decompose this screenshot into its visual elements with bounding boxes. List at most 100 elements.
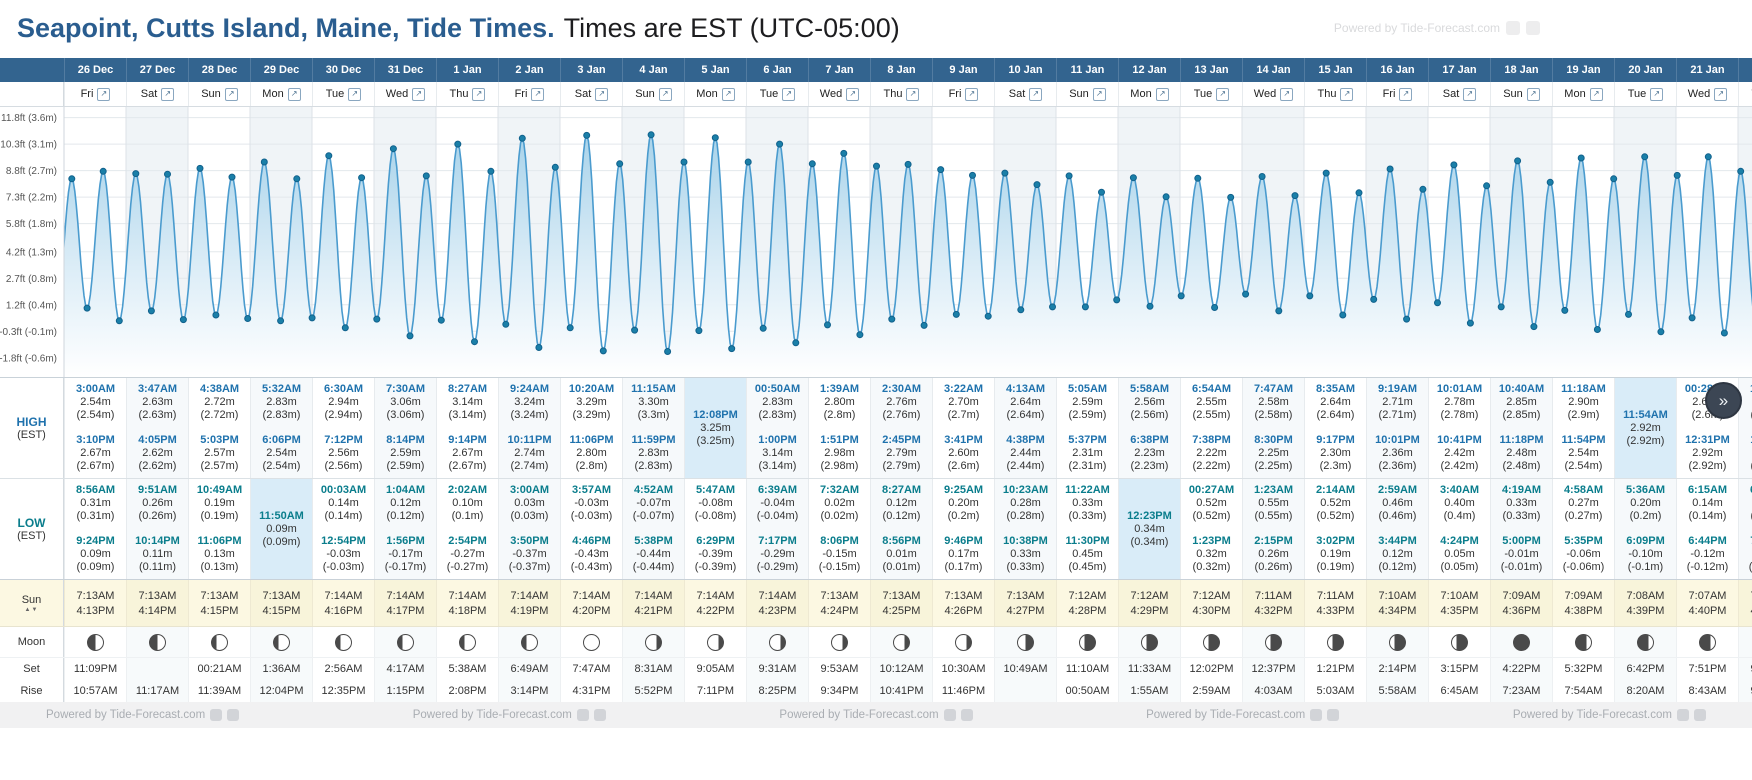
expand-day-button[interactable]: ↗ <box>412 87 426 101</box>
expand-day-button[interactable]: ↗ <box>224 87 238 101</box>
expand-day-button[interactable]: ↗ <box>846 87 860 101</box>
tide-height-metric: (-0.27m) <box>446 561 489 573</box>
expand-day-button[interactable]: ↗ <box>1029 87 1043 101</box>
date-header-26-dec[interactable]: 26 Dec <box>64 58 126 82</box>
expand-day-button[interactable]: ↗ <box>1092 87 1106 101</box>
dow-cell: Tue ↗ <box>312 82 374 106</box>
expand-day-button[interactable]: ↗ <box>595 87 609 101</box>
tide-time: 6:44PM <box>1688 535 1727 547</box>
expand-day-button[interactable]: ↗ <box>1155 87 1169 101</box>
date-header-18-jan[interactable]: 18 Jan <box>1490 58 1552 82</box>
expand-day-button[interactable]: ↗ <box>1340 87 1354 101</box>
date-header-19-jan[interactable]: 19 Jan <box>1552 58 1614 82</box>
expand-day-button[interactable]: ↗ <box>1650 87 1664 101</box>
sunrise-time: 7:13AM <box>1006 589 1045 602</box>
expand-day-button[interactable]: ↗ <box>1280 87 1294 101</box>
dow-cell: Sun ↗ <box>1056 82 1118 106</box>
expand-day-button[interactable]: ↗ <box>1463 87 1477 101</box>
date-header-27-dec[interactable]: 27 Dec <box>126 58 188 82</box>
date-header-20-jan[interactable]: 20 Jan <box>1614 58 1676 82</box>
moonset-cells: 11:09PM 00:21AM 1:36AM 2:56AM 4:17AM 5:38AM 6:… <box>64 658 1752 680</box>
moon-phase-icon-waxing-gibbous <box>521 633 538 651</box>
svg-text:-1.8ft (-0.6m): -1.8ft (-0.6m) <box>0 353 57 364</box>
date-header-1-jan[interactable]: 1 Jan <box>436 58 498 82</box>
date-header-11-jan[interactable]: 11 Jan <box>1056 58 1118 82</box>
high-tide-cell: 10:40AM 2.85m (2.85m) 11:18PM 2.48m (2.48m) <box>1490 378 1552 478</box>
high-tide-entry: 12:08PM 3.25m (3.25m) <box>693 409 738 448</box>
sun-times-cell: 7:13AM 4:13PM <box>64 580 126 626</box>
date-header-12-jan[interactable]: 12 Jan <box>1118 58 1180 82</box>
expand-day-button[interactable]: ↗ <box>782 87 796 101</box>
date-header-8-jan[interactable]: 8 Jan <box>870 58 932 82</box>
tide-time: 12:23PM <box>1127 509 1172 522</box>
date-header-21-jan[interactable]: 21 Jan <box>1676 58 1738 82</box>
moon-phase-icon-waning-gibbous <box>707 633 724 651</box>
date-header-13-jan[interactable]: 13 Jan <box>1180 58 1242 82</box>
tide-height-metric: (-0.37m) <box>508 561 551 573</box>
moonrise-time: 8:25PM <box>746 680 808 702</box>
date-header-31-dec[interactable]: 31 Dec <box>374 58 436 82</box>
expand-day-button[interactable]: ↗ <box>1589 87 1603 101</box>
expand-day-button[interactable]: ↗ <box>97 87 111 101</box>
date-header-7-jan[interactable]: 7 Jan <box>808 58 870 82</box>
date-header-6-jan[interactable]: 6 Jan <box>746 58 808 82</box>
expand-day-button[interactable]: ↗ <box>721 87 735 101</box>
date-header-15-jan[interactable]: 15 Jan <box>1304 58 1366 82</box>
low-tide-entry: 6:29PM -0.39m (-0.39m) <box>695 535 737 574</box>
expand-day-button[interactable]: ↗ <box>287 87 301 101</box>
date-header-16-jan[interactable]: 16 Jan <box>1366 58 1428 82</box>
expand-day-button[interactable]: ↗ <box>965 87 979 101</box>
date-header-4-jan[interactable]: 4 Jan <box>622 58 684 82</box>
expand-day-button[interactable]: ↗ <box>161 87 175 101</box>
date-header-10-jan[interactable]: 10 Jan <box>994 58 1056 82</box>
expand-day-button[interactable]: ↗ <box>1714 87 1728 101</box>
low-tide-entry: 3:40AM 0.40m (0.4m) <box>1440 484 1479 523</box>
tide-height-metric: (2.31m) <box>1068 460 1107 472</box>
tide-time: 1:51PM <box>820 434 859 446</box>
expand-day-button[interactable]: ↗ <box>1399 87 1413 101</box>
tide-height-metric: (2.63m) <box>138 409 177 421</box>
tide-height: 3.14m <box>452 396 483 408</box>
expand-day-button[interactable]: ↗ <box>531 87 545 101</box>
tide-time: 00:03AM <box>320 484 367 496</box>
moon-phase-cell <box>498 627 560 657</box>
tide-height-metric: (0.19m) <box>1316 561 1355 573</box>
date-header-14-jan[interactable]: 14 Jan <box>1242 58 1304 82</box>
date-header-5-jan[interactable]: 5 Jan <box>684 58 746 82</box>
high-tide-entry: 6:38PM 2.23m (2.23m) <box>1130 434 1169 473</box>
moon-phase-icon-waxing-gibbous <box>273 633 290 651</box>
sunrise-time: 7:13AM <box>882 589 921 602</box>
expand-day-button[interactable]: ↗ <box>348 87 362 101</box>
tide-time: 8:35AM <box>1315 383 1356 395</box>
tide-height: 0.17m <box>948 548 979 560</box>
moonset-row: Set 11:09PM 00:21AM 1:36AM 2:56AM 4:17AM 5:38… <box>0 658 1752 680</box>
expand-day-button[interactable]: ↗ <box>1216 87 1230 101</box>
tide-height: 2.67m <box>80 447 111 459</box>
tide-height-metric: (-0.44m) <box>632 561 675 573</box>
dow-label: Fri <box>1382 88 1396 100</box>
date-header-9-jan[interactable]: 9 Jan <box>932 58 994 82</box>
low-tide-entry: 3:50PM -0.37m (-0.37m) <box>509 535 551 574</box>
share-icon <box>1506 21 1520 35</box>
expand-day-button[interactable]: ↗ <box>906 87 920 101</box>
expand-day-button[interactable]: ↗ <box>472 87 486 101</box>
date-header-2-jan[interactable]: 2 Jan <box>498 58 560 82</box>
moonrise-time: 11:17AM <box>126 680 188 702</box>
svg-text:-0.3ft (-0.1m): -0.3ft (-0.1m) <box>0 327 57 338</box>
moon-phase-cell <box>312 627 374 657</box>
date-header-29-dec[interactable]: 29 Dec <box>250 58 312 82</box>
tide-height-metric: (-0.04m) <box>756 510 799 522</box>
expand-day-button[interactable]: ↗ <box>658 87 672 101</box>
low-tide-entry: 4:24PM 0.05m (0.05m) <box>1440 535 1479 574</box>
tide-time: 2:14AM <box>1315 484 1356 496</box>
tide-height-metric: (2.56m) <box>1130 409 1169 421</box>
tide-height-metric: (0.46m) <box>1378 510 1417 522</box>
expand-day-button[interactable]: ↗ <box>1526 87 1540 101</box>
date-header-28-dec[interactable]: 28 Dec <box>188 58 250 82</box>
date-header-30-dec[interactable]: 30 Dec <box>312 58 374 82</box>
date-header-22-jan[interactable]: 22 Jan <box>1738 58 1752 82</box>
date-header-17-jan[interactable]: 17 Jan <box>1428 58 1490 82</box>
scroll-next-button[interactable]: » <box>1705 382 1742 419</box>
date-header-3-jan[interactable]: 3 Jan <box>560 58 622 82</box>
share-icon <box>960 709 973 721</box>
